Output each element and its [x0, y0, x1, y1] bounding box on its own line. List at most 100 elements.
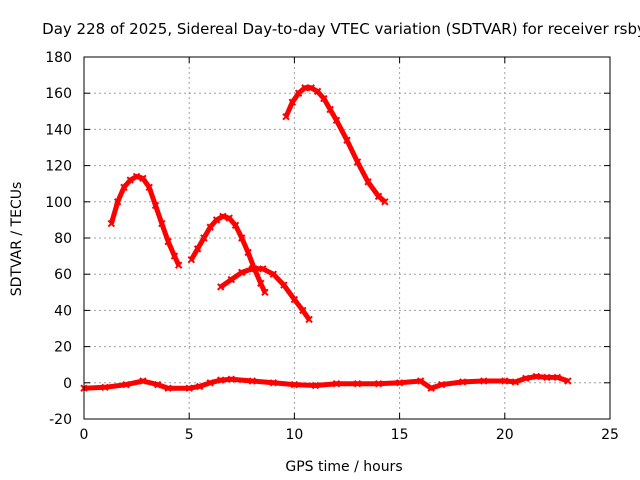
grid: [84, 57, 610, 419]
data-point-baseline: [416, 377, 425, 385]
data-point-arc-2: [244, 248, 252, 257]
data-point-arc-1: [151, 201, 160, 210]
data-point-baseline: [139, 377, 147, 385]
data-point-arc-4: [343, 136, 351, 144]
data-point-arc-3: [248, 265, 257, 273]
x-tick-label: 25: [601, 427, 619, 443]
y-axis-label: SDTVAR / TECUs: [9, 182, 25, 297]
data-point-baseline: [332, 379, 341, 388]
data-point-arc-2: [206, 223, 214, 231]
data-point-arc-1: [120, 183, 128, 192]
data-point-baseline: [122, 380, 130, 389]
data-point-arc-4: [301, 84, 309, 92]
data-point-arc-3: [269, 270, 278, 278]
y-tick-label: 40: [54, 303, 72, 319]
data-point-baseline: [353, 379, 362, 388]
series-group: [80, 84, 572, 392]
data-point-baseline: [101, 383, 109, 392]
data-point-arc-3: [227, 275, 235, 284]
data-point-baseline: [480, 377, 488, 385]
data-point-arc-1: [145, 183, 153, 192]
data-point-baseline: [395, 379, 404, 387]
ticks: 0 5 10 15 20 25 -20 0 20 40 60 80 100 120 140 160 180: [45, 50, 619, 443]
data-point-baseline: [290, 380, 299, 389]
series-line-arc-3: [219, 266, 312, 321]
data-point-baseline: [564, 377, 572, 385]
data-point-arc-4: [313, 87, 322, 96]
data-point-baseline: [206, 379, 214, 387]
x-tick-label: 15: [391, 427, 409, 443]
data-point-arc-4: [288, 98, 297, 106]
data-point-arc-2: [257, 279, 265, 287]
data-point-arc-3: [305, 315, 313, 324]
data-point-arc-4: [294, 89, 303, 97]
data-point-arc-2: [219, 212, 227, 220]
data-point-baseline: [437, 380, 446, 389]
y-tick-label: -20: [49, 412, 72, 428]
data-point-arc-1: [170, 252, 179, 260]
data-point-baseline: [522, 374, 530, 382]
data-point-arc-2: [225, 214, 233, 222]
data-point-arc-2: [261, 288, 269, 297]
data-point-arc-4: [326, 105, 334, 114]
data-point-arc-1: [107, 219, 116, 228]
data-point-baseline: [543, 373, 551, 382]
y-tick-label: 20: [54, 340, 72, 356]
x-tick-label: 5: [185, 427, 194, 443]
data-point-arc-1: [132, 172, 141, 181]
x-tick-label: 10: [285, 427, 303, 443]
data-point-arc-1: [174, 261, 183, 269]
data-point-baseline: [427, 384, 435, 392]
y-tick-label: 160: [45, 86, 72, 102]
data-point-arc-2: [231, 221, 240, 230]
data-point-arc-2: [212, 216, 221, 224]
data-point-arc-3: [290, 295, 299, 304]
data-point-arc-2: [193, 245, 202, 253]
data-point-arc-4: [332, 116, 341, 125]
chart-title: Day 228 of 2025, Sidereal Day-to-day VTE…: [42, 20, 640, 38]
data-point-arc-3: [280, 281, 288, 289]
data-point-arc-2: [187, 256, 196, 264]
data-point-arc-2: [200, 234, 208, 242]
x-tick-label: 0: [80, 427, 89, 443]
data-point-arc-1: [126, 176, 134, 184]
data-point-arc-3: [259, 265, 267, 273]
data-point-arc-4: [353, 158, 362, 166]
y-tick-label: 100: [45, 195, 72, 211]
data-point-baseline: [153, 380, 162, 389]
y-tick-label: 0: [63, 376, 72, 392]
x-tick-label: 20: [496, 427, 514, 443]
data-point-arc-4: [374, 192, 383, 201]
data-point-baseline: [553, 373, 562, 382]
data-point-baseline: [269, 379, 278, 387]
y-tick-label: 80: [54, 231, 72, 247]
data-point-baseline: [185, 384, 193, 392]
data-point-baseline: [511, 378, 520, 386]
data-point-baseline: [164, 384, 172, 392]
data-point-arc-1: [158, 219, 166, 228]
data-point-baseline: [196, 382, 204, 391]
data-point-baseline: [217, 376, 225, 384]
y-tick-label: 180: [45, 50, 72, 66]
data-point-arc-4: [320, 94, 328, 103]
data-point-baseline: [311, 381, 320, 390]
y-tick-label: 140: [45, 122, 72, 138]
data-point-arc-4: [307, 84, 315, 92]
data-point-arc-3: [299, 306, 307, 315]
data-point-arc-3: [217, 283, 225, 291]
data-point-arc-2: [238, 234, 246, 242]
data-point-arc-4: [282, 113, 290, 121]
data-point-baseline: [248, 377, 257, 385]
data-point-arc-1: [139, 174, 147, 182]
data-point-baseline: [374, 379, 383, 388]
y-tick-label: 120: [45, 159, 72, 175]
data-point-arc-4: [381, 198, 389, 206]
data-point-baseline: [459, 378, 467, 386]
data-point-arc-3: [238, 268, 246, 277]
x-axis-label: GPS time / hours: [285, 459, 402, 475]
data-point-baseline: [501, 377, 509, 385]
data-point-baseline: [227, 375, 235, 383]
data-point-arc-1: [164, 237, 172, 246]
y-tick-label: 60: [54, 267, 72, 283]
